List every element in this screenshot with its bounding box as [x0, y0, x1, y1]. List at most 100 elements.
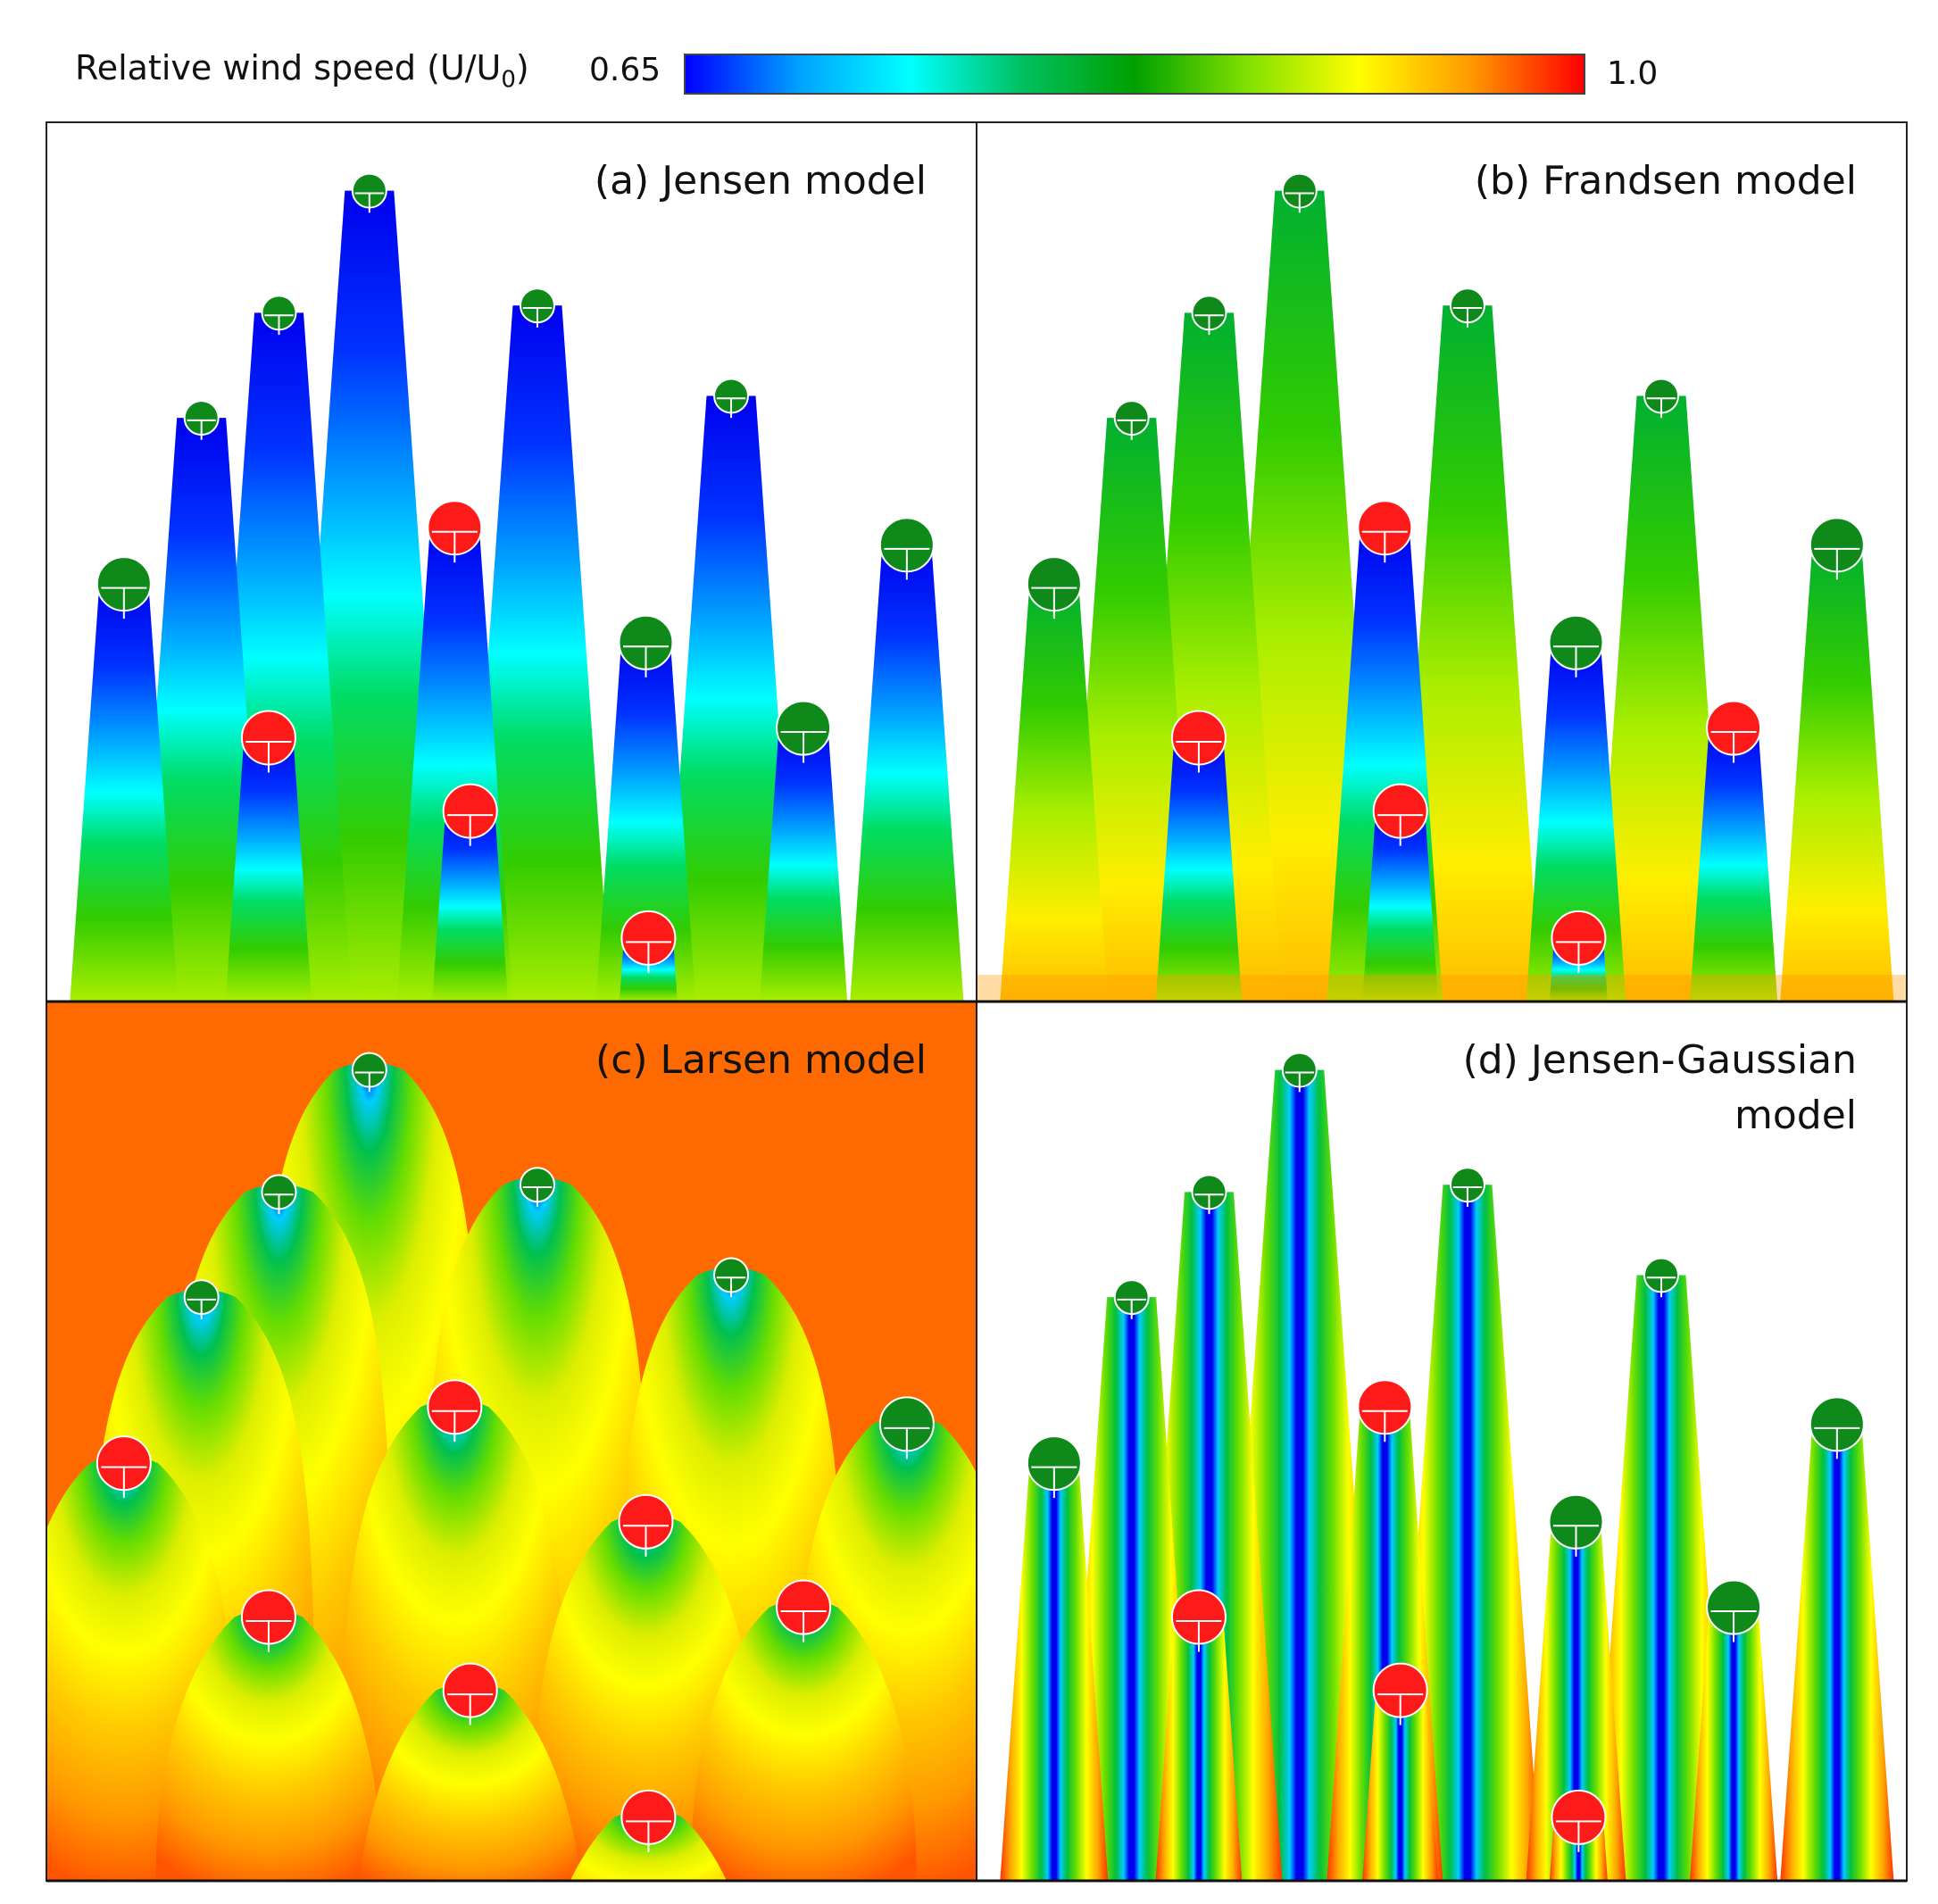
turbine-marker — [1643, 378, 1680, 419]
wake-region — [1780, 545, 1894, 1002]
wake-region — [690, 1599, 917, 1881]
turbine-marker — [351, 172, 387, 213]
turbine-marker — [1551, 910, 1607, 973]
turbine-marker — [713, 378, 750, 419]
wake-region — [1155, 1617, 1243, 1881]
turbine-marker — [1706, 700, 1762, 763]
wake-region — [1362, 811, 1439, 1002]
panel-d: (d) Jensen-Gaussian model — [976, 1001, 1908, 1882]
turbine-marker — [96, 1435, 152, 1499]
turbine-marker — [442, 1662, 498, 1725]
wake-region — [1526, 1521, 1626, 1881]
turbine-marker — [713, 1257, 750, 1298]
turbine-marker — [1357, 1379, 1413, 1443]
turbine-marker — [1551, 1789, 1607, 1852]
wake-region — [1780, 1424, 1894, 1881]
panel-title: (a) Jensen model — [595, 158, 927, 204]
colorbar-gradient — [684, 54, 1585, 95]
panel-a: (a) Jensen model — [46, 121, 977, 1002]
panel-b: (b) Frandsen model — [976, 121, 1908, 1002]
turbine-marker — [1372, 1662, 1428, 1725]
turbine-marker — [1809, 1396, 1865, 1459]
wake-region — [1593, 395, 1729, 1002]
turbine-marker — [1449, 1167, 1485, 1207]
turbine-marker — [620, 910, 677, 973]
panel-title: model — [1734, 1093, 1857, 1138]
turbine-marker — [1548, 614, 1604, 678]
wake-region — [432, 811, 509, 1002]
turbine-marker — [618, 614, 674, 678]
panel-title: (c) Larsen model — [595, 1037, 927, 1083]
wake-region — [595, 642, 696, 1002]
turbine-marker — [240, 710, 296, 773]
wake-region — [463, 305, 611, 1002]
colorbar-title-close: ) — [515, 48, 529, 87]
wake-region — [1593, 1275, 1729, 1881]
turbine-marker — [620, 1789, 677, 1852]
turbine-marker — [1170, 1589, 1227, 1652]
colorbar-title-text: Relative wind speed (U/U — [75, 48, 502, 87]
wake-region — [1000, 584, 1109, 1002]
turbine-marker — [1357, 500, 1413, 563]
wake-region — [663, 395, 799, 1002]
wake-region — [136, 418, 268, 1002]
colorbar-title-subscript: 0 — [501, 66, 516, 94]
colorbar-legend: Relative wind speed (U/U0) 0.65 1.0 — [0, 0, 1938, 116]
turbine-marker — [427, 500, 483, 563]
turbine-marker — [427, 1379, 483, 1443]
wake-region — [1066, 1297, 1198, 1881]
wake-region — [1526, 642, 1626, 1002]
colorbar-title: Relative wind speed (U/U0) — [75, 48, 529, 94]
turbine-marker — [183, 1279, 220, 1319]
wake-region — [759, 728, 848, 1002]
wake-region — [70, 584, 179, 1002]
turbine-marker — [1706, 1579, 1762, 1642]
turbine-marker — [1643, 1257, 1680, 1298]
wake-region — [1362, 1690, 1439, 1881]
turbine-marker — [618, 1493, 674, 1557]
panel-title: (d) Jensen-Gaussian — [1463, 1037, 1857, 1083]
wake-region — [155, 1609, 382, 1881]
wake-floor-band — [977, 975, 1907, 1002]
wake-region — [1689, 1607, 1778, 1881]
turbine-marker — [442, 783, 498, 846]
wake-region — [1689, 728, 1778, 1002]
turbine-marker — [519, 1167, 555, 1207]
turbine-marker — [1170, 710, 1227, 773]
turbine-marker — [1113, 400, 1150, 440]
turbine-marker — [261, 1174, 297, 1215]
wake-region — [1000, 1463, 1109, 1881]
turbine-marker — [183, 400, 220, 440]
turbine-marker — [1548, 1493, 1604, 1557]
panel-c: (c) Larsen model — [46, 1001, 977, 1882]
turbine-marker — [1449, 287, 1485, 328]
turbine-marker — [1809, 517, 1865, 580]
turbine-marker — [351, 1052, 387, 1093]
wake-region — [225, 737, 312, 1002]
colorbar-min-label: 0.65 — [589, 52, 661, 88]
turbine-marker — [1281, 1052, 1318, 1093]
turbine-marker — [519, 287, 555, 328]
turbine-marker — [1191, 295, 1227, 336]
wake-region — [1393, 305, 1542, 1002]
turbine-marker — [1191, 1174, 1227, 1215]
turbine-marker — [1372, 783, 1428, 846]
turbine-marker — [1026, 556, 1082, 619]
turbine-marker — [1281, 172, 1318, 213]
turbine-marker — [240, 1589, 296, 1652]
wake-region — [1066, 418, 1198, 1002]
wake-region — [1155, 737, 1243, 1002]
turbine-marker — [1113, 1279, 1150, 1319]
wake-region — [1393, 1185, 1542, 1881]
turbine-marker — [96, 556, 152, 619]
turbine-marker — [878, 1396, 935, 1459]
turbine-marker — [878, 517, 935, 580]
turbine-marker — [261, 295, 297, 336]
wake-region — [850, 545, 964, 1002]
panel-title: (b) Frandsen model — [1475, 158, 1857, 204]
wake-region — [359, 1682, 581, 1881]
turbine-marker — [776, 1579, 832, 1642]
turbine-marker — [1026, 1435, 1082, 1499]
colorbar-max-label: 1.0 — [1607, 55, 1659, 92]
